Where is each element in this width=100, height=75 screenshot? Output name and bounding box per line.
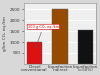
Y-axis label: g/km CO₂ eq./km: g/km CO₂ eq./km <box>3 16 7 51</box>
Bar <box>52 9 68 64</box>
Bar <box>27 42 42 64</box>
Text: 100 g CO₂ eq./km: 100 g CO₂ eq./km <box>28 25 59 48</box>
Bar <box>78 30 93 64</box>
